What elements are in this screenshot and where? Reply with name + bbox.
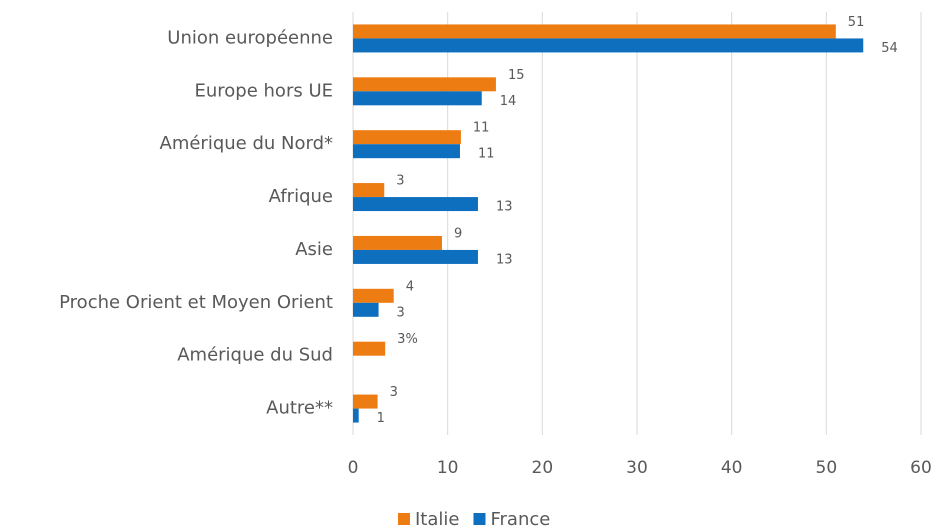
data-label: 13 xyxy=(496,200,513,215)
data-label: 4 xyxy=(406,279,414,294)
data-label: 14 xyxy=(500,94,517,109)
category-label: Union européenne xyxy=(167,27,333,48)
legend-swatch xyxy=(473,513,486,525)
bar xyxy=(353,91,482,106)
bar xyxy=(353,249,478,264)
bar xyxy=(353,302,379,317)
legend-label: Italie xyxy=(415,509,459,530)
bar xyxy=(353,408,359,423)
data-label: 13 xyxy=(496,252,513,267)
x-tick-label: 30 xyxy=(626,458,648,478)
bar xyxy=(353,394,378,409)
data-label: 3 xyxy=(397,305,405,320)
x-tick-label: 20 xyxy=(532,458,554,478)
data-label: 51 xyxy=(848,15,865,30)
category-label: Afrique xyxy=(269,186,333,207)
bar xyxy=(353,130,461,145)
bar xyxy=(353,288,394,303)
data-label: 3 xyxy=(396,174,404,189)
category-label: Amérique du Nord* xyxy=(160,133,334,154)
data-label: 1 xyxy=(377,411,385,426)
data-label: 9 xyxy=(454,226,462,241)
category-label: Europe hors UE xyxy=(195,80,334,101)
bar xyxy=(353,38,864,53)
x-tick-label: 10 xyxy=(437,458,459,478)
bar xyxy=(353,197,478,212)
category-label: Asie xyxy=(295,239,333,260)
bar xyxy=(353,77,496,92)
bar xyxy=(353,183,385,198)
x-tick-label: 50 xyxy=(816,458,838,478)
legend-label: France xyxy=(490,509,550,530)
x-tick-label: 60 xyxy=(910,458,932,478)
data-label: 15 xyxy=(508,68,525,83)
category-label: Proche Orient et Moyen Orient xyxy=(59,292,333,313)
data-label: 3% xyxy=(397,332,418,347)
data-label: 11 xyxy=(473,121,490,136)
bar xyxy=(353,144,460,159)
bar xyxy=(353,341,386,356)
data-label: 3 xyxy=(390,385,398,400)
data-label: 11 xyxy=(478,147,495,162)
data-label: 54 xyxy=(881,41,898,56)
category-label: Autre** xyxy=(266,398,333,419)
bar xyxy=(353,235,442,250)
bar xyxy=(353,24,836,39)
x-tick-label: 40 xyxy=(721,458,743,478)
x-tick-label: 0 xyxy=(348,458,359,478)
legend-swatch xyxy=(398,513,410,525)
category-label: Amérique du Sud xyxy=(177,345,333,366)
